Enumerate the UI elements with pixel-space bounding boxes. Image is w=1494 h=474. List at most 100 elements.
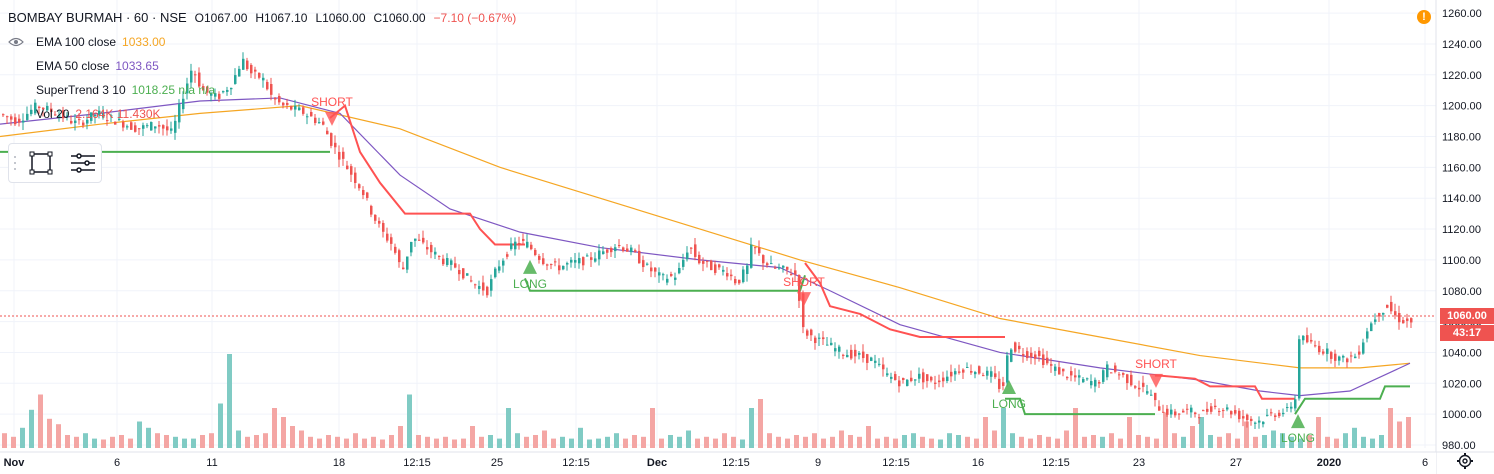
eye-icon[interactable] xyxy=(8,35,24,49)
volume-bar xyxy=(92,438,97,448)
candle-body xyxy=(1218,411,1221,413)
candle-body xyxy=(1350,355,1353,357)
candle-body xyxy=(1362,342,1365,354)
candle-body xyxy=(958,371,961,373)
candle-body xyxy=(1178,413,1181,415)
candle-body xyxy=(894,374,897,381)
indicator-supertrend[interactable]: SuperTrend 3 10 1018.25 n/a n/a xyxy=(8,78,516,102)
candle-body xyxy=(70,120,73,124)
candle-body xyxy=(826,344,829,346)
candle-body xyxy=(1150,394,1153,396)
candle-body xyxy=(530,244,533,250)
candle-body xyxy=(382,222,385,232)
candle-body xyxy=(1134,386,1137,388)
candle-body xyxy=(62,110,65,119)
candle-body xyxy=(506,254,509,257)
volume-bar xyxy=(1010,433,1015,448)
volume-bar xyxy=(515,433,520,448)
candle-body xyxy=(1106,364,1109,378)
volume-bar xyxy=(1100,436,1105,448)
price-tick-label: 980.00 xyxy=(1442,440,1476,452)
indicator-ema50[interactable]: EMA 50 close 1033.65 xyxy=(8,54,516,78)
volume-bar xyxy=(911,433,916,448)
indicator-value: 1033.65 xyxy=(115,59,159,73)
candle-body xyxy=(878,363,881,365)
candle-body xyxy=(338,151,341,160)
candle-body xyxy=(966,366,969,368)
candle-body xyxy=(26,113,29,120)
candle-body xyxy=(154,126,157,129)
ohlc-open: O1067.00 xyxy=(194,11,248,25)
volume-bar xyxy=(470,426,475,448)
drawing-toolbox[interactable] xyxy=(8,143,102,183)
candle-body xyxy=(406,256,409,270)
price-tick-label: 1240.00 xyxy=(1442,39,1482,51)
volume-bar xyxy=(1316,417,1321,448)
volume-bar xyxy=(101,439,106,448)
volume-bar xyxy=(1046,436,1051,448)
short-marker xyxy=(325,111,339,126)
gear-icon[interactable] xyxy=(1456,452,1474,470)
candle-body xyxy=(758,247,761,254)
candle-body xyxy=(1330,352,1333,359)
indicator-ema100[interactable]: EMA 100 close 1033.00 xyxy=(8,30,516,54)
price-tick-label: 1000.00 xyxy=(1442,409,1482,421)
volume-bar xyxy=(1370,438,1375,448)
candle-body xyxy=(522,238,525,241)
candle-body xyxy=(194,74,197,76)
price-tick-label: 1040.00 xyxy=(1442,347,1482,359)
volume-bars xyxy=(2,354,1411,448)
rectangle-select-icon[interactable] xyxy=(29,151,53,175)
candle-body xyxy=(310,111,313,117)
candle-body xyxy=(810,329,813,336)
volume-bar xyxy=(371,436,376,448)
candle-body xyxy=(722,269,725,272)
candle-body xyxy=(1402,320,1405,324)
candle-body xyxy=(1102,370,1105,382)
candle-body xyxy=(566,263,569,265)
candle-body xyxy=(198,72,201,87)
candle-body xyxy=(746,265,749,275)
candle-body xyxy=(1302,335,1305,341)
candle-body xyxy=(454,263,457,268)
volume-bar xyxy=(848,435,853,448)
candle-body xyxy=(1154,392,1157,401)
candle-body xyxy=(274,98,277,100)
volume-bar xyxy=(1406,417,1411,448)
alert-icon[interactable]: ! xyxy=(1417,10,1431,24)
volume-bar xyxy=(947,433,952,448)
volume-bar xyxy=(920,436,925,448)
candle-body xyxy=(390,237,393,244)
volume-bar xyxy=(1172,433,1177,448)
settings-list-icon[interactable] xyxy=(71,153,95,173)
toolbox-icons xyxy=(14,151,95,175)
candle-body xyxy=(202,86,205,91)
candle-body xyxy=(702,261,705,264)
candle-body xyxy=(206,86,209,93)
volume-bar xyxy=(1082,436,1087,448)
candle-body xyxy=(754,247,757,249)
candle-body xyxy=(1138,387,1141,390)
time-tick-label: 11 xyxy=(206,457,217,469)
candle-body xyxy=(910,377,913,382)
volume-bar xyxy=(992,430,997,448)
candle-body xyxy=(242,58,245,70)
candle-body xyxy=(982,375,985,377)
candle-body xyxy=(598,250,601,260)
candles xyxy=(2,52,1413,430)
candle-body xyxy=(1110,372,1113,374)
indicator-volume[interactable]: Vol 20 2.164K 11.430K xyxy=(8,102,516,126)
candle-body xyxy=(658,272,661,276)
candle-body xyxy=(1314,345,1317,347)
volume-bar xyxy=(416,435,421,448)
volume-bar xyxy=(1352,427,1357,448)
candle-body xyxy=(190,70,193,83)
candle-body xyxy=(1130,374,1133,386)
candle-body xyxy=(178,104,181,123)
volume-bar xyxy=(830,436,835,448)
drag-handle-icon[interactable] xyxy=(14,156,16,170)
candle-body xyxy=(38,106,41,108)
indicator-value: 1018.25 n/a n/a xyxy=(131,83,216,97)
price-tick-label: 1220.00 xyxy=(1442,70,1482,82)
